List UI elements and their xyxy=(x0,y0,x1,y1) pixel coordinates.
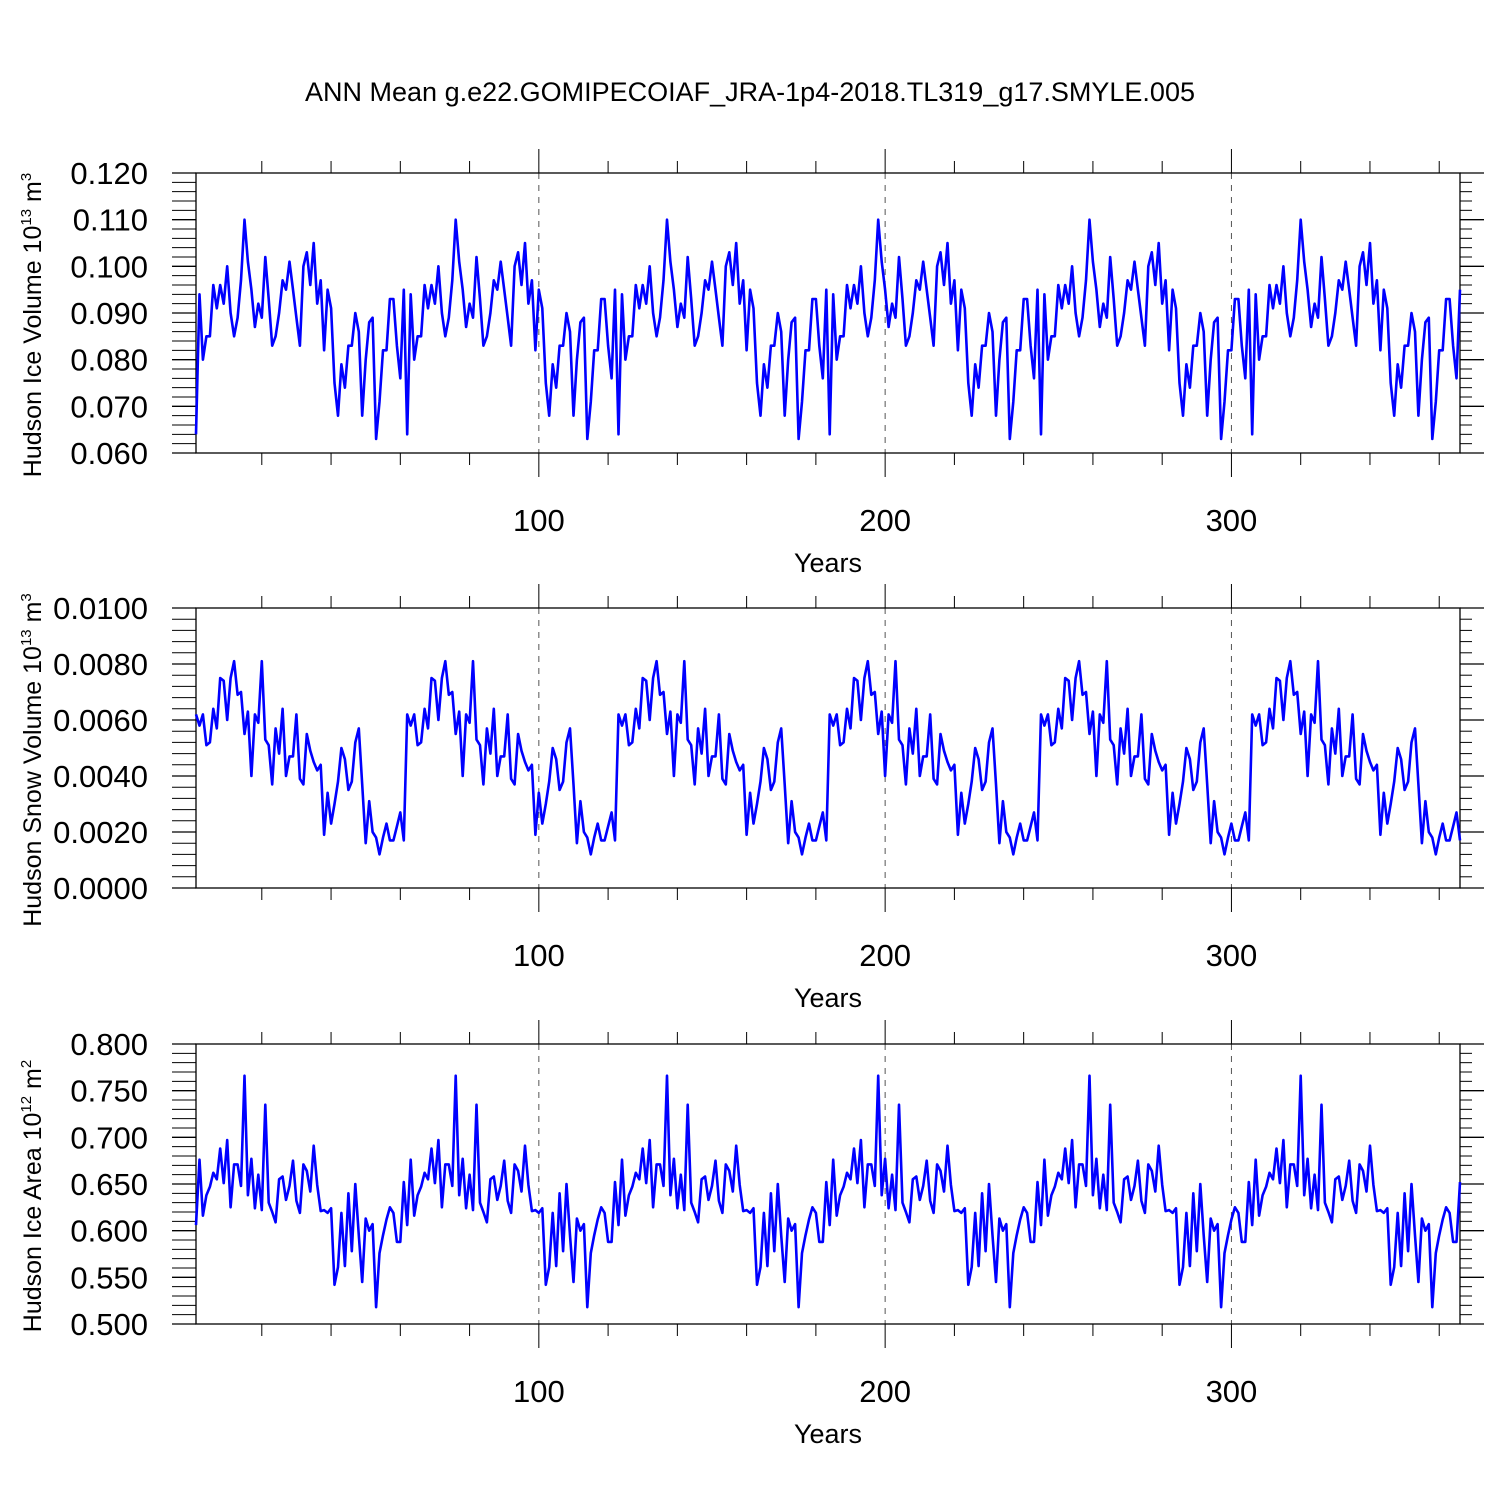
x-tick-label: 100 xyxy=(513,503,565,538)
x-axis-label: Years xyxy=(794,548,862,578)
x-tick-label: 200 xyxy=(859,503,911,538)
x-tick-label: 300 xyxy=(1206,503,1258,538)
chart-title: ANN Mean g.e22.GOMIPECOIAF_JRA-1p4-2018.… xyxy=(305,77,1195,107)
y-tick-label: 0.0060 xyxy=(53,703,148,738)
y-tick-label: 0.750 xyxy=(70,1074,148,1109)
series-line-hudson-ice-area xyxy=(194,1074,1462,1309)
y-axis-label: Hudson Ice Area 1012 m2 xyxy=(18,1060,47,1332)
panel-1: 0.060 0.070 0.080 0.090 0.100 0.110 0.120 100 20… xyxy=(18,149,1484,578)
x-tick-label: 300 xyxy=(1206,938,1258,973)
x-tick-label: 200 xyxy=(859,938,911,973)
y-tick-label: 0.120 xyxy=(70,156,148,191)
series-line-hudson-snow-volume xyxy=(194,659,1462,856)
plot-frame xyxy=(195,1043,1461,1325)
y-axis-label: Hudson Ice Volume 1013 m3 xyxy=(18,173,47,477)
panel-2: 0.0000 0.0020 0.0040 0.0060 0.0080 0.0100 100 2… xyxy=(18,584,1484,1013)
y-tick-label: 0.650 xyxy=(70,1167,148,1202)
y-tick-label: 0.600 xyxy=(70,1214,148,1249)
y-tick-label: 0.800 xyxy=(70,1027,148,1062)
series-line-hudson-ice-volume xyxy=(194,218,1462,441)
y-tick-label: 0.0000 xyxy=(53,871,148,906)
y-tick-label: 0.110 xyxy=(73,203,148,238)
y-tick-label: 0.0040 xyxy=(53,759,148,794)
x-tick-label: 100 xyxy=(513,1374,565,1409)
y-tick-label: 0.0020 xyxy=(53,815,148,850)
x-tick-label: 300 xyxy=(1206,1374,1258,1409)
y-tick-label: 0.700 xyxy=(70,1120,148,1155)
y-tick-label: 0.500 xyxy=(70,1307,148,1342)
panel-3: 0.500 0.550 0.600 0.650 0.700 0.750 0.800 100 20… xyxy=(18,1020,1484,1449)
x-axis-label: Years xyxy=(794,1419,862,1449)
x-tick-label: 100 xyxy=(513,938,565,973)
y-tick-label: 0.060 xyxy=(70,436,148,471)
y-axis-label: Hudson Snow Volume 1013 m3 xyxy=(18,593,47,927)
y-tick-label: 0.0080 xyxy=(53,647,148,682)
plot-frame xyxy=(195,607,1461,889)
y-tick-label: 0.070 xyxy=(70,389,148,424)
y-tick-label: 0.080 xyxy=(70,343,148,378)
x-axis-label: Years xyxy=(794,983,862,1013)
x-tick-label: 200 xyxy=(859,1374,911,1409)
panels: 0.060 0.070 0.080 0.090 0.100 0.110 0.120 100 20… xyxy=(18,149,1484,1449)
y-tick-label: 0.100 xyxy=(70,249,148,284)
y-tick-label: 0.090 xyxy=(70,296,148,331)
y-tick-label: 0.0100 xyxy=(53,591,148,626)
y-tick-label: 0.550 xyxy=(70,1260,148,1295)
